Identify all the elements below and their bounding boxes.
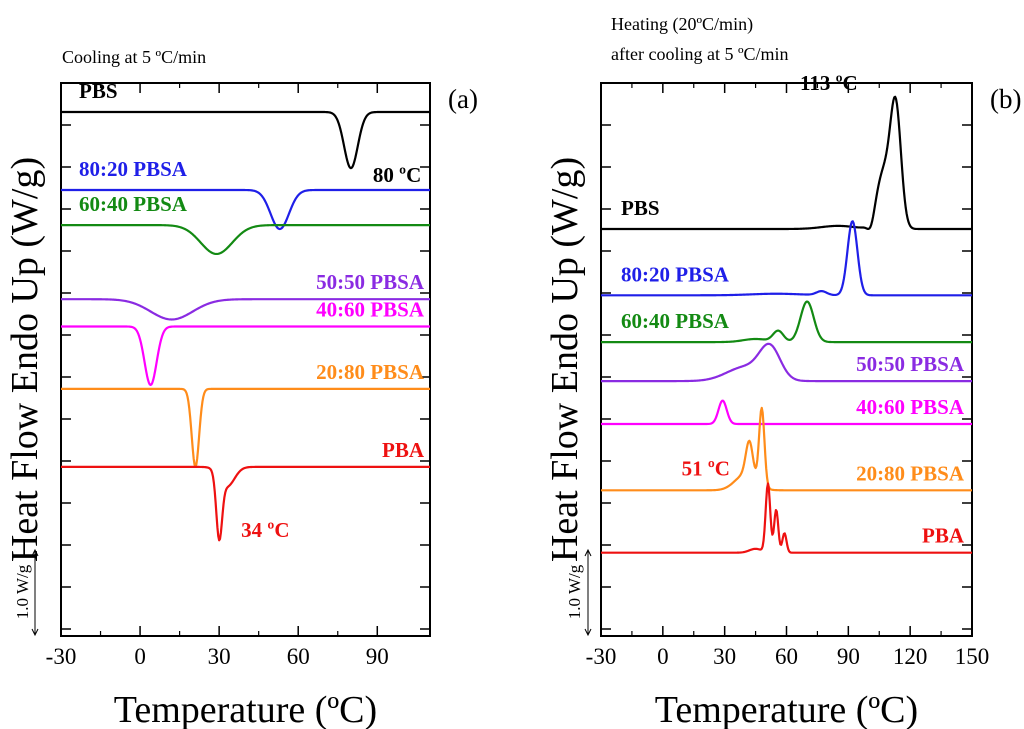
peak-annotation: 34 ºC [241,518,289,542]
panel-b: -30 0 30 60 90 120 150 Temperature (ºC) Heat Flo… [544,14,1021,729]
series-line-20-80-pbsa [600,406,973,492]
series-label-50-50-pbsa: 50:50 PBSA [856,352,965,376]
series-label-20-80-pbsa: 20:80 PBSA [856,461,965,485]
series-line-40-60-pbsa [60,325,431,387]
x-tick-label: -30 [586,644,617,669]
panel-label: (b) [990,84,1021,114]
y-axis-label: Heat Flow Endo Up (W/g) [544,157,586,562]
series-label-40-60-pbsa: 40:60 PBSA [316,298,425,322]
series-label-40-60-pbsa: 40:60 PBSA [856,395,965,419]
x-tick-label: 60 [775,644,798,669]
peak-annotation: 80 ºC [373,163,421,187]
scale-bar-arrow-down [31,628,39,637]
x-axis-label: Temperature (ºC) [655,689,918,729]
series-label-pbs: PBS [79,79,118,103]
panel-title-line: after cooling at 5 ºC/min [611,44,789,64]
series-label-pbs: PBS [621,196,660,220]
series-label-60-40-pbsa: 60:40 PBSA [621,309,730,333]
panel-title-line: Heating (20ºC/min) [611,14,753,35]
scale-bar-label: 1.0 W/g [565,564,584,619]
x-tick-label: 30 [713,644,736,669]
panel-title-line: Cooling at 5 ºC/min [62,47,206,67]
x-tick-label: -30 [46,644,77,669]
scale-bar-label: 1.0 W/g [13,564,32,619]
x-tick-label: 60 [287,644,310,669]
series-label-pba: PBA [922,524,965,548]
x-tick-label: 90 [837,644,860,669]
series-label-60-40-pbsa: 60:40 PBSA [79,192,188,216]
x-tick-label: 90 [366,644,389,669]
series-line-80-20-pbsa [600,220,973,297]
series-line-60-40-pbsa [60,224,431,256]
x-tick-label: 0 [134,644,146,669]
series-label-80-20-pbsa: 80:20 PBSA [621,262,730,286]
x-tick-label: 0 [657,644,669,669]
panel-a: -30 0 30 60 90 Temperature (ºC) Heat Flow Endo… [4,47,478,729]
peak-annotation: 51 ºC [682,457,730,481]
series-label-20-80-pbsa: 20:80 PBSA [316,360,425,384]
series-line-pba [60,465,431,542]
peak-annotation: 113 ºC [800,71,858,95]
series-label-50-50-pbsa: 50:50 PBSA [316,270,425,294]
scale-bar-arrow-down [584,628,592,637]
series-line-pba [600,482,973,554]
series-line-60-40-pbsa [600,300,973,344]
x-tick-label: 150 [955,644,990,669]
series-label-pba: PBA [382,438,425,462]
series-line-40-60-pbsa [600,399,973,426]
scale-bar-arrow-up [584,548,592,557]
y-axis-label: Heat Flow Endo Up (W/g) [4,157,46,562]
x-tick-label: 30 [208,644,231,669]
plot-frame [60,82,431,637]
x-tick-label: 120 [893,644,928,669]
series-line-50-50-pbsa [600,342,973,383]
series-line-20-80-pbsa [60,387,431,468]
x-axis-label: Temperature (ºC) [114,689,377,729]
series-line-80-20-pbsa [60,188,431,231]
series-line-50-50-pbsa [60,298,431,321]
series-line-pbs [60,110,431,170]
series-line-pbs [600,95,973,231]
scale-bar-arrow-up [31,548,39,557]
panel-label: (a) [448,84,478,114]
series-label-80-20-pbsa: 80:20 PBSA [79,157,188,181]
